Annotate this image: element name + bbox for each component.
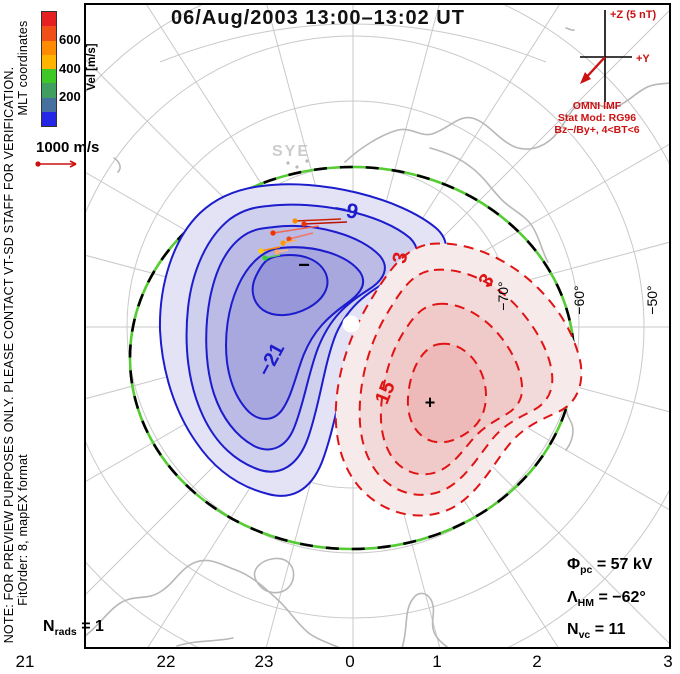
latitude-label: −70° bbox=[495, 281, 511, 311]
mlt-axis-label: 23 bbox=[254, 652, 274, 671]
velocity-vectors bbox=[258, 218, 348, 261]
imf-conditions-label: Bz−/By+, 4<BT<6 bbox=[554, 124, 640, 136]
mlt-axis-label: 21 bbox=[15, 652, 35, 671]
colorbar-segment bbox=[42, 69, 56, 84]
stat-subscript: pc bbox=[580, 564, 593, 577]
vector-tail bbox=[260, 246, 281, 252]
vector-dot bbox=[301, 221, 307, 227]
latitude-label: −60° bbox=[571, 285, 587, 315]
vector-tail bbox=[303, 221, 348, 225]
plot-title: 06/Aug/2003 13:00–13:02 UT bbox=[171, 7, 465, 29]
stat-subscript: vc bbox=[578, 629, 591, 642]
imf-model-label: Stat Mod: RG96 bbox=[557, 112, 637, 124]
stat-symbol: Λ bbox=[567, 589, 578, 606]
imf-arrowhead bbox=[580, 72, 591, 84]
stat-line: Nvc = 11 bbox=[567, 621, 625, 641]
stat-symbol: N bbox=[567, 621, 579, 638]
mlt-axis-label: 0 bbox=[345, 652, 355, 671]
colorbar-segment bbox=[42, 40, 56, 55]
vector-scale-arrow bbox=[35, 160, 77, 168]
stat-line: Nrads = 1 bbox=[43, 618, 104, 638]
velocity-colorbar bbox=[41, 11, 57, 127]
stat-subscript: HM bbox=[577, 597, 595, 610]
colorbar-tick-label: 600 bbox=[59, 32, 81, 47]
stat-value: = −62° bbox=[594, 589, 646, 606]
coastlines bbox=[85, 27, 670, 648]
vector-tail bbox=[288, 232, 314, 240]
stat-symbol: N bbox=[43, 618, 55, 635]
positive-potential-contours bbox=[334, 242, 583, 517]
mlt-axis-label: 3 bbox=[663, 652, 673, 671]
vector-scale-label: 1000 m/s bbox=[36, 139, 100, 156]
colorbar-segment bbox=[42, 54, 56, 69]
plot-frame bbox=[84, 3, 671, 649]
vector-dot bbox=[274, 249, 280, 255]
vector-tail bbox=[272, 225, 320, 234]
negative-potential-contours bbox=[158, 183, 448, 497]
mlt-axis-label: 2 bbox=[532, 652, 542, 671]
colorbar-segment bbox=[42, 111, 56, 126]
vector-dot bbox=[258, 248, 264, 254]
pole-marker bbox=[342, 315, 360, 333]
vector-dot bbox=[262, 255, 268, 261]
stat-line: ΛHM = −62° bbox=[567, 589, 646, 609]
contour-label: −9 bbox=[332, 197, 360, 224]
stat-value: = 57 kV bbox=[592, 556, 653, 573]
preview-note: NOTE: FOR PREVIEW PURPOSES ONLY. PLEASE … bbox=[2, 66, 16, 644]
imf-dial bbox=[580, 10, 632, 102]
fitorder-note: FitOrder: 8, mapEX format bbox=[16, 454, 30, 606]
mlt-axis-label: 22 bbox=[156, 652, 176, 671]
imf-z-label: +Z (5 nT) bbox=[610, 9, 657, 21]
mlt-coordinates-label: MLT coordinates bbox=[16, 20, 30, 116]
stat-line: Φpc = 57 kV bbox=[567, 556, 652, 576]
stat-subscript: rads bbox=[54, 626, 77, 639]
stat-symbol: Φ bbox=[567, 556, 581, 573]
vector-dot bbox=[286, 236, 292, 242]
vector-dot bbox=[280, 240, 286, 246]
colorbar-unit-label: Vel [m/s] bbox=[86, 43, 98, 91]
colorbar-segment bbox=[42, 12, 56, 27]
latitude-label: −50° bbox=[644, 285, 660, 315]
station-label-sye: SYE bbox=[272, 143, 311, 160]
colorbar-segment bbox=[42, 26, 56, 41]
stat-value: = 1 bbox=[76, 618, 104, 635]
stat-value: = 11 bbox=[590, 621, 626, 638]
imf-source-label: OMNI IMF bbox=[572, 100, 622, 112]
contour-label: + bbox=[424, 392, 436, 413]
contour-label: − bbox=[298, 254, 310, 277]
vector-dot bbox=[270, 230, 276, 236]
colorbar-segment bbox=[42, 97, 56, 112]
colorbar-tick-label: 200 bbox=[59, 89, 81, 104]
mlt-axis-label: 1 bbox=[432, 652, 442, 671]
imf-y-label: +Y bbox=[636, 53, 650, 65]
colorbar-tick-label: 400 bbox=[59, 61, 81, 76]
vector-tail bbox=[294, 218, 342, 222]
vector-dot bbox=[292, 218, 298, 224]
colorbar-segment bbox=[42, 83, 56, 98]
